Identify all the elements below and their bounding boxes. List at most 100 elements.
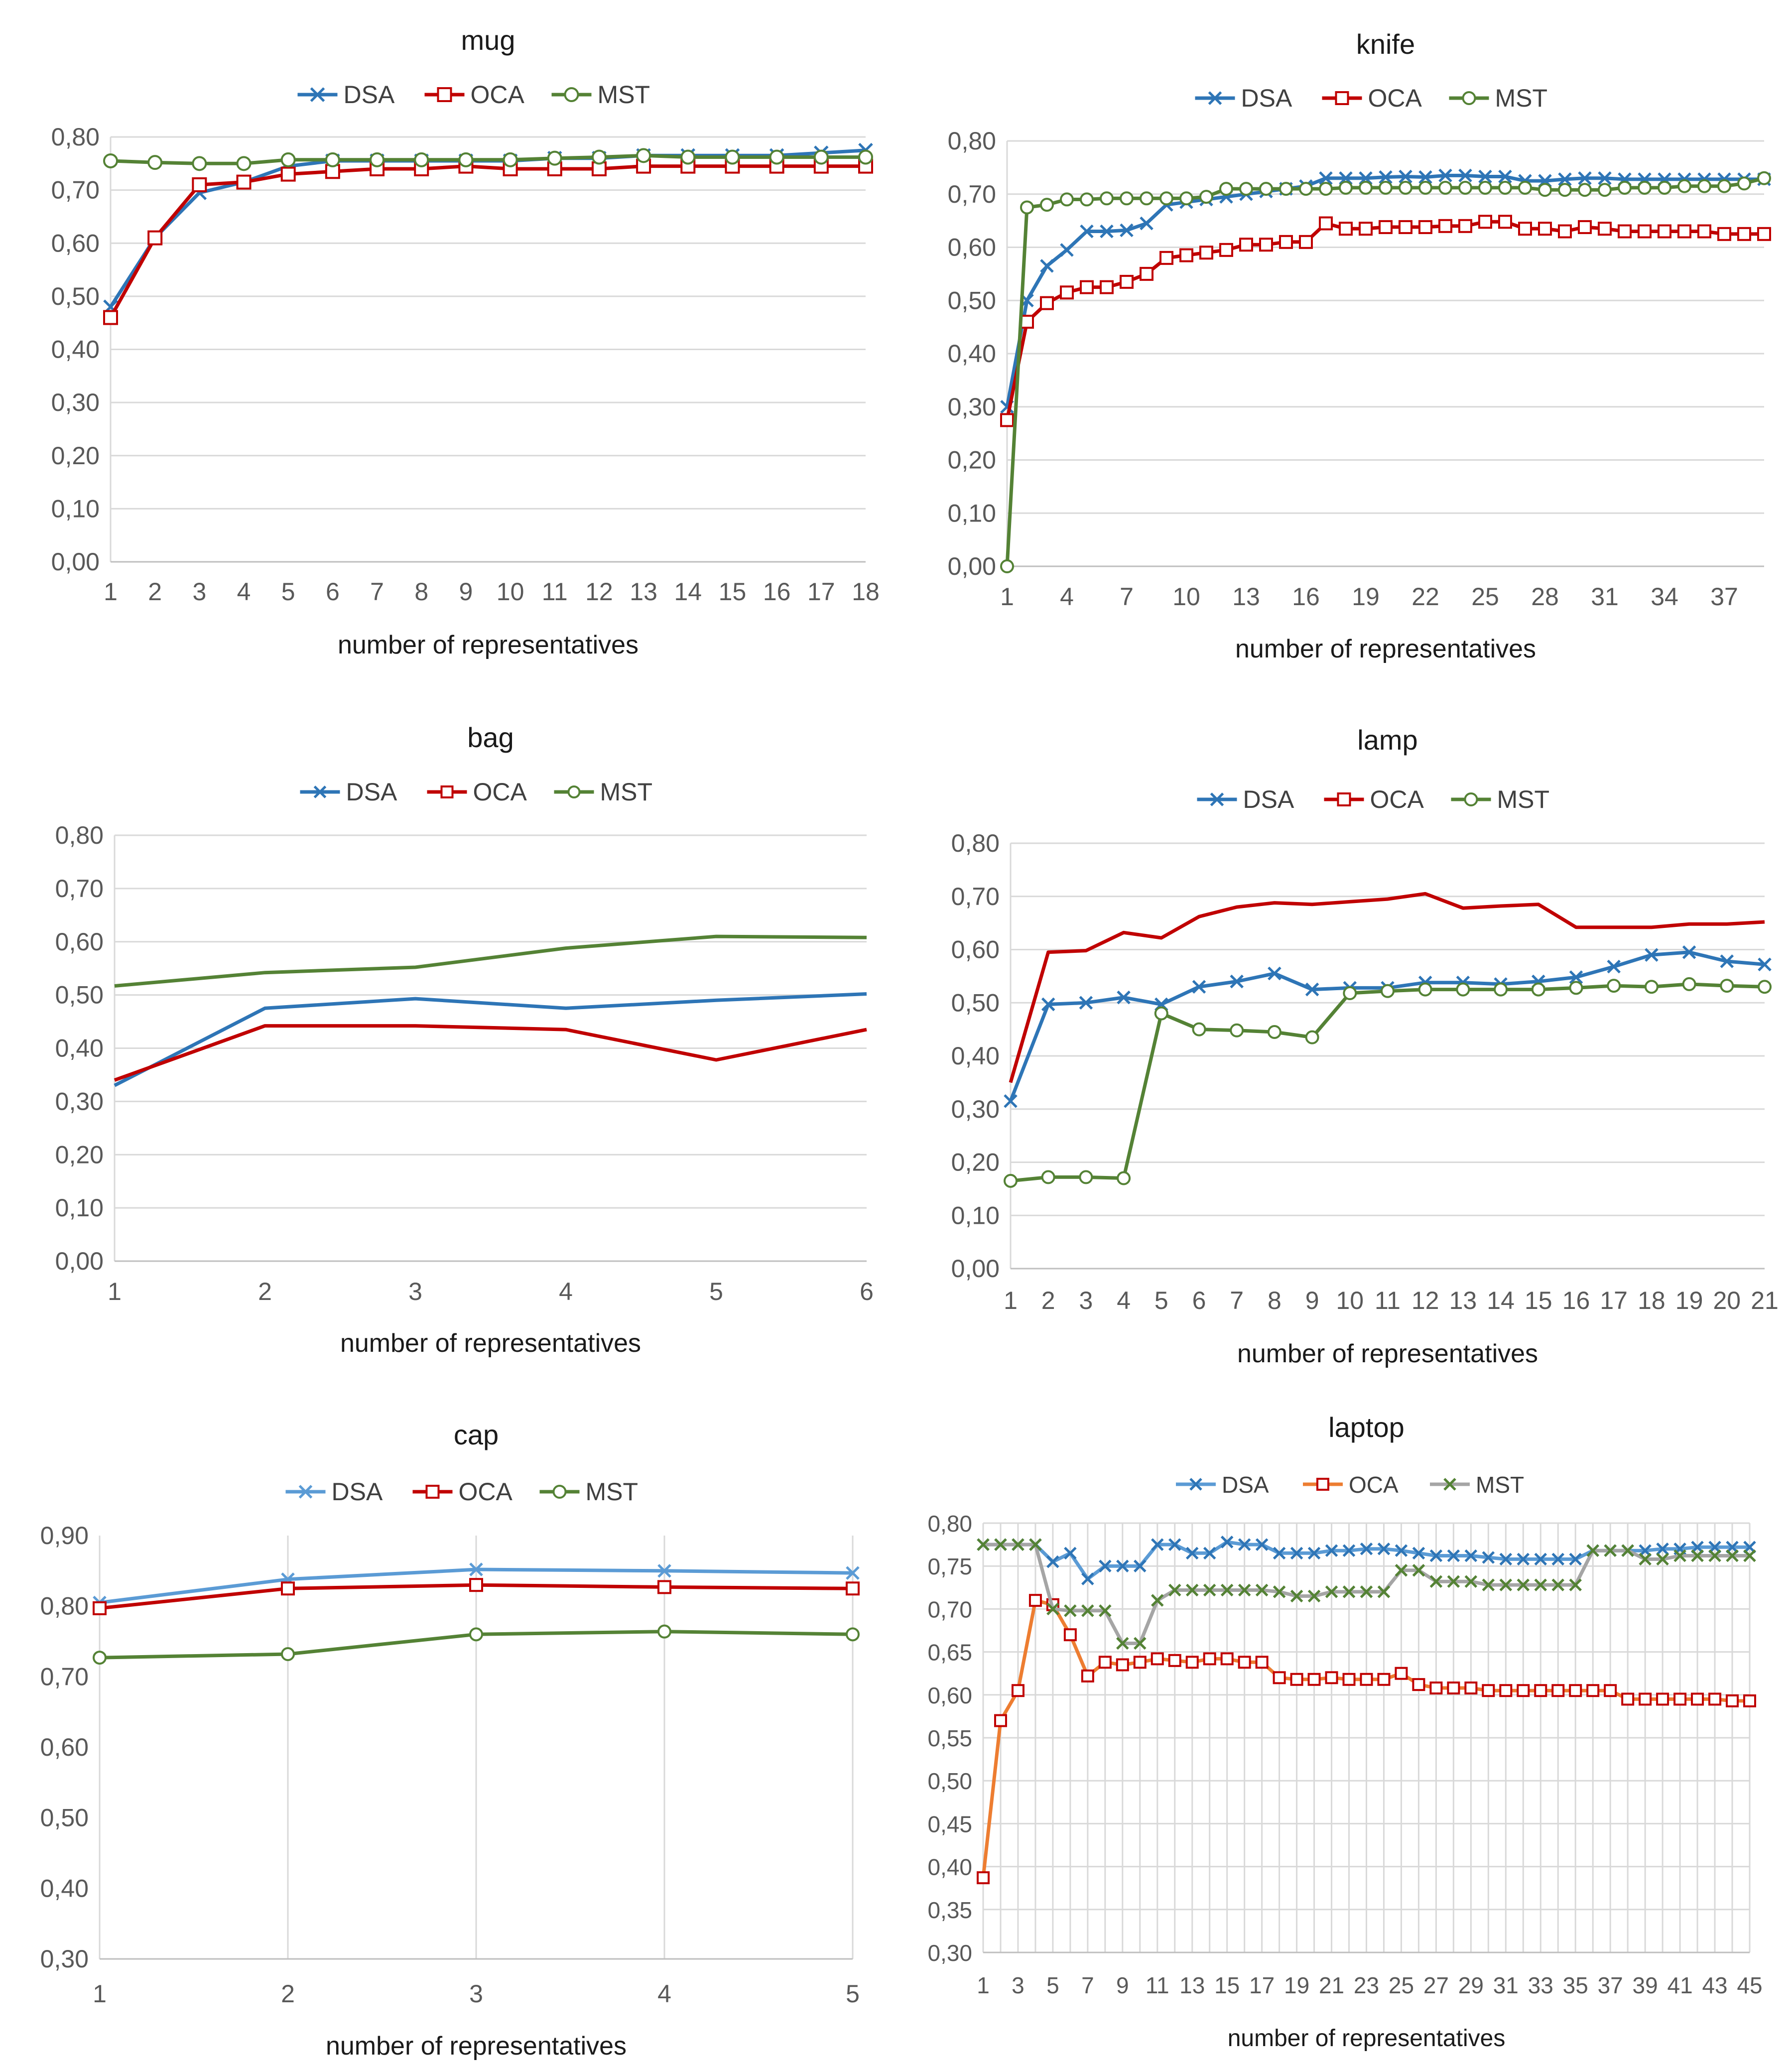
data-point-mst bbox=[547, 150, 562, 166]
data-point-dsa bbox=[1079, 996, 1093, 1010]
data-point-oca bbox=[147, 230, 163, 246]
x-tick-label: 9 bbox=[1116, 1972, 1129, 1998]
data-point-dsa bbox=[1140, 216, 1153, 231]
x-tick-label: 4 bbox=[237, 578, 251, 606]
data-point-oca bbox=[1255, 1656, 1269, 1669]
x-tick-label: 28 bbox=[1531, 583, 1559, 611]
y-tick-label: 0,60 bbox=[55, 928, 104, 956]
data-point-mst bbox=[1259, 182, 1273, 196]
data-point-mst bbox=[1307, 1589, 1321, 1603]
data-point-dsa bbox=[1395, 1544, 1408, 1557]
data-point-oca bbox=[1447, 1682, 1460, 1695]
x-tick-label: 37 bbox=[1710, 583, 1738, 611]
data-point-mst bbox=[281, 1647, 295, 1661]
chart-title-bag: bag bbox=[467, 722, 513, 753]
y-tick-label: 0,30 bbox=[55, 1087, 104, 1115]
data-point-mst bbox=[469, 1627, 483, 1642]
y-tick-label: 0,50 bbox=[927, 1768, 972, 1794]
data-point-mst bbox=[1538, 183, 1552, 197]
data-point-mst bbox=[1534, 1578, 1547, 1591]
legend-marker bbox=[1316, 1478, 1329, 1491]
y-tick-label: 0,50 bbox=[55, 981, 104, 1009]
data-point-mst bbox=[725, 149, 740, 165]
x-tick-label: 35 bbox=[1563, 1972, 1588, 1998]
y-tick-label: 0,10 bbox=[951, 1201, 1000, 1229]
data-point-mst bbox=[1578, 183, 1592, 197]
legend-marker bbox=[1210, 792, 1224, 806]
series-dsa bbox=[1000, 168, 1771, 414]
data-point-oca bbox=[1639, 1692, 1652, 1706]
series-line-oca bbox=[1009, 892, 1765, 1083]
data-point-oca bbox=[236, 174, 252, 190]
legend-marker bbox=[1208, 91, 1222, 105]
y-tick-label: 0,60 bbox=[40, 1733, 89, 1761]
chart-svg-knife: knife 0,00 0,10 0,20 0,30 0,40 0,50 0,60 0,70 0,8… bbox=[948, 28, 1771, 663]
y-tick-label: 0,70 bbox=[927, 1596, 972, 1622]
data-point-mst bbox=[1079, 1170, 1093, 1184]
x-tick-label: 37 bbox=[1598, 1972, 1623, 1998]
data-point-mst bbox=[1551, 1578, 1565, 1591]
data-point-oca bbox=[280, 166, 296, 182]
data-point-dsa bbox=[1099, 1559, 1112, 1572]
y-tick-label: 0,40 bbox=[55, 1035, 104, 1062]
y-tick-label: 0,65 bbox=[927, 1640, 972, 1666]
data-point-oca bbox=[1081, 1669, 1094, 1683]
x-axis-label-mug: number of representatives bbox=[338, 631, 639, 659]
y-tick-label: 0,45 bbox=[927, 1811, 972, 1837]
series-line-mst bbox=[114, 934, 867, 988]
y-tick-label: 0,40 bbox=[951, 1042, 1000, 1070]
data-point-mst bbox=[1342, 1585, 1356, 1598]
x-tick-label: 11 bbox=[1375, 1287, 1401, 1314]
data-point-mst bbox=[1029, 1538, 1042, 1551]
chart-title-knife: knife bbox=[1356, 28, 1415, 60]
data-point-mst bbox=[1203, 1583, 1216, 1597]
x-tick-label: 3 bbox=[469, 1980, 483, 2008]
data-point-mst bbox=[414, 152, 429, 167]
data-point-oca bbox=[1299, 235, 1313, 249]
data-point-mst bbox=[1012, 1538, 1024, 1551]
data-point-mst bbox=[1120, 191, 1134, 206]
data-point-oca bbox=[1538, 222, 1552, 236]
x-tick-label: 4 bbox=[559, 1278, 573, 1305]
x-tick-label: 5 bbox=[1154, 1287, 1168, 1314]
y-tick-label: 0,80 bbox=[948, 127, 996, 155]
data-point-mst bbox=[1482, 1578, 1495, 1591]
data-point-dsa bbox=[1273, 1547, 1286, 1560]
x-tick-label: 1 bbox=[1000, 583, 1014, 611]
data-point-mst bbox=[1116, 1637, 1129, 1650]
y-tick-label: 0,40 bbox=[51, 336, 100, 364]
legend-item-dsa: DSA bbox=[297, 81, 395, 109]
x-tick-label: 34 bbox=[1651, 583, 1678, 611]
legend-item-mst: MST bbox=[551, 81, 650, 109]
data-point-dsa bbox=[1325, 1544, 1338, 1557]
x-tick-label: 33 bbox=[1528, 1972, 1553, 1998]
data-point-oca bbox=[1179, 248, 1193, 262]
data-point-oca bbox=[1219, 243, 1233, 257]
data-point-mst bbox=[1517, 1578, 1530, 1591]
data-point-dsa bbox=[1458, 168, 1472, 183]
data-point-mst bbox=[1717, 179, 1731, 193]
data-point-dsa bbox=[1307, 1547, 1321, 1560]
x-tick-label: 21 bbox=[1751, 1287, 1779, 1314]
y-tick-label: 0,50 bbox=[40, 1804, 89, 1832]
data-point-oca bbox=[1498, 215, 1512, 229]
series-oca bbox=[1000, 215, 1771, 427]
x-tick-label: 6 bbox=[1192, 1287, 1206, 1314]
y-tick-label: 0,30 bbox=[927, 1940, 972, 1966]
data-point-dsa bbox=[1360, 1542, 1373, 1555]
data-point-dsa bbox=[1418, 170, 1432, 184]
data-point-oca bbox=[1518, 222, 1532, 236]
data-point-mst bbox=[1359, 180, 1373, 195]
legend-item-mst: MST bbox=[1451, 785, 1549, 813]
data-point-mst bbox=[1220, 1583, 1234, 1597]
legend-marker bbox=[564, 87, 579, 102]
legend-cap: DSA OCA MST bbox=[285, 1478, 638, 1506]
data-point-oca bbox=[1412, 1678, 1425, 1691]
data-point-mst bbox=[1673, 1549, 1686, 1562]
legend-marker bbox=[425, 1485, 440, 1499]
legend-marker bbox=[1443, 1478, 1456, 1491]
data-point-mst bbox=[591, 149, 607, 165]
data-point-oca bbox=[1534, 1684, 1547, 1697]
data-point-mst bbox=[1192, 1022, 1206, 1036]
data-point-dsa bbox=[1185, 1547, 1199, 1560]
